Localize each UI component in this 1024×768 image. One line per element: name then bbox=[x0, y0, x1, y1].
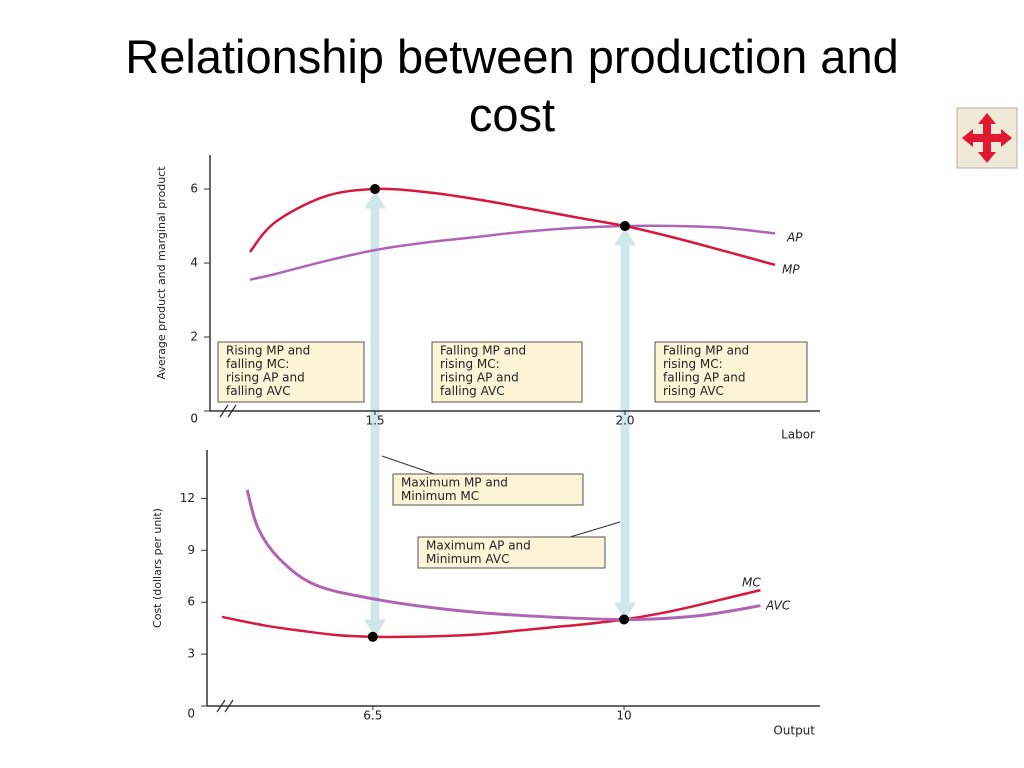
series-line bbox=[249, 224, 776, 281]
y-tick-label: 12 bbox=[180, 491, 195, 505]
y-tick-label: 2 bbox=[190, 330, 198, 344]
slide-title: Relationship between production and cost bbox=[125, 30, 899, 141]
annotation-box bbox=[392, 473, 584, 506]
annotation-text: falling AVC bbox=[226, 384, 291, 398]
series-label: AP bbox=[786, 231, 803, 245]
move-icon bbox=[956, 107, 1018, 169]
point-marker bbox=[620, 221, 630, 232]
y-tick-label: 4 bbox=[190, 256, 198, 270]
x-axis-label: Labor bbox=[781, 428, 815, 442]
annotation-text: rising AVC bbox=[663, 384, 724, 398]
x-tick-label: 1.5 bbox=[365, 414, 384, 428]
point-marker bbox=[370, 184, 380, 195]
annotation-text: Maximum MP and bbox=[401, 476, 508, 490]
annotation-text: rising AP and bbox=[226, 371, 305, 385]
series-label: MP bbox=[782, 263, 800, 277]
point-marker bbox=[619, 614, 630, 625]
x-tick-label: 10 bbox=[616, 709, 631, 723]
series-label: AVC bbox=[765, 599, 791, 613]
annotation-box bbox=[654, 341, 808, 403]
annotation-box bbox=[217, 341, 365, 403]
series-line bbox=[245, 489, 761, 622]
annotation-text: Minimum MC bbox=[401, 489, 479, 503]
y-axis-label: Average product and marginal product bbox=[155, 166, 168, 380]
axis-break bbox=[219, 404, 237, 418]
x-axis-label: Output bbox=[773, 724, 815, 738]
annotation-text: Minimum AVC bbox=[426, 552, 509, 566]
annotation-text: rising MC: bbox=[663, 357, 723, 371]
series-line bbox=[221, 588, 761, 639]
y-tick-label: 0 bbox=[190, 412, 198, 426]
annotation-box bbox=[417, 536, 606, 569]
y-tick-label: 9 bbox=[187, 543, 195, 557]
axis-break bbox=[216, 699, 234, 713]
guide-arrows bbox=[364, 191, 636, 637]
annotation-text: rising MC: bbox=[440, 357, 500, 371]
annotation-box bbox=[431, 341, 583, 403]
annotation-text: Falling MP and bbox=[440, 344, 526, 358]
y-axis-label: Cost (dollars per unit) bbox=[151, 508, 164, 628]
annotation-text: Rising MP and bbox=[226, 344, 310, 358]
x-tick-label: 6.5 bbox=[363, 709, 382, 723]
annotation-text: falling MC: bbox=[226, 357, 289, 371]
y-tick-label: 6 bbox=[187, 595, 195, 609]
series-line bbox=[249, 187, 776, 267]
point-marker bbox=[367, 631, 378, 642]
y-tick-label: 3 bbox=[187, 647, 195, 661]
annotation-text: Maximum AP and bbox=[426, 539, 531, 553]
x-tick-label: 2.0 bbox=[615, 414, 634, 428]
annotation-text: falling AP and bbox=[663, 371, 745, 385]
series-label: MC bbox=[742, 576, 761, 590]
annotation-text: Falling MP and bbox=[663, 344, 749, 358]
annotation-text: falling AVC bbox=[440, 384, 505, 398]
y-tick-label: 6 bbox=[190, 182, 198, 196]
y-tick-label: 0 bbox=[187, 707, 195, 721]
annotation-text: rising AP and bbox=[440, 371, 519, 385]
